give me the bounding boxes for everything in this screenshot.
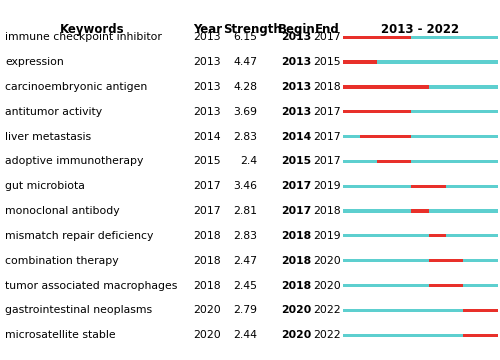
Text: gut microbiota: gut microbiota xyxy=(5,181,85,191)
Text: microsatellite stable: microsatellite stable xyxy=(5,330,116,340)
Text: 2017: 2017 xyxy=(194,181,222,191)
Text: gastrointestinal neoplasms: gastrointestinal neoplasms xyxy=(5,305,152,315)
Text: End: End xyxy=(315,23,340,36)
Text: 2.79: 2.79 xyxy=(234,305,258,315)
Bar xyxy=(342,110,411,113)
Text: 2017: 2017 xyxy=(314,107,342,117)
Text: 2018: 2018 xyxy=(282,280,312,291)
Bar xyxy=(342,110,498,113)
Bar xyxy=(360,135,412,138)
Text: 2017: 2017 xyxy=(194,206,222,216)
Text: 2014: 2014 xyxy=(194,131,222,141)
Text: Strength: Strength xyxy=(223,23,282,36)
Bar xyxy=(342,36,411,39)
Text: 2013: 2013 xyxy=(282,82,312,92)
Text: 2020: 2020 xyxy=(314,256,342,266)
Text: Keywords: Keywords xyxy=(60,23,125,36)
Bar xyxy=(342,160,498,163)
Bar xyxy=(342,135,498,138)
Text: 2013 - 2022: 2013 - 2022 xyxy=(381,23,459,36)
Text: 2015: 2015 xyxy=(282,156,312,166)
Bar xyxy=(342,234,498,238)
Text: 2018: 2018 xyxy=(314,206,342,216)
Text: expression: expression xyxy=(5,57,64,67)
Text: 2018: 2018 xyxy=(194,231,222,241)
Text: 2013: 2013 xyxy=(282,32,312,42)
Text: 4.47: 4.47 xyxy=(234,57,258,67)
Text: 2020: 2020 xyxy=(194,305,222,315)
Text: 2019: 2019 xyxy=(314,181,342,191)
Bar xyxy=(428,284,463,287)
Bar xyxy=(342,334,498,337)
Text: 2.83: 2.83 xyxy=(234,131,258,141)
Bar xyxy=(342,60,498,64)
Text: 2022: 2022 xyxy=(314,330,342,340)
Text: mismatch repair deficiency: mismatch repair deficiency xyxy=(5,231,154,241)
Text: 2.83: 2.83 xyxy=(234,231,258,241)
Bar xyxy=(342,60,377,64)
Text: 2018: 2018 xyxy=(282,256,312,266)
Text: 2018: 2018 xyxy=(282,231,312,241)
Text: 2017: 2017 xyxy=(314,32,342,42)
Text: 2013: 2013 xyxy=(194,107,222,117)
Text: 2017: 2017 xyxy=(282,206,312,216)
Text: 2013: 2013 xyxy=(194,82,222,92)
Text: 2022: 2022 xyxy=(314,305,342,315)
Text: 2013: 2013 xyxy=(282,107,312,117)
Text: 2013: 2013 xyxy=(194,57,222,67)
Text: 2018: 2018 xyxy=(314,82,342,92)
Bar xyxy=(428,259,463,262)
Text: 2018: 2018 xyxy=(194,280,222,291)
Text: Year: Year xyxy=(193,23,222,36)
Text: 6.15: 6.15 xyxy=(234,32,258,42)
Text: 2014: 2014 xyxy=(282,131,312,141)
Text: 2020: 2020 xyxy=(314,280,342,291)
Text: 3.46: 3.46 xyxy=(234,181,258,191)
Bar xyxy=(342,85,428,89)
Text: Begin: Begin xyxy=(278,23,316,36)
Text: monoclonal antibody: monoclonal antibody xyxy=(5,206,119,216)
Bar xyxy=(342,309,498,312)
Text: 2017: 2017 xyxy=(314,156,342,166)
Text: 2015: 2015 xyxy=(194,156,222,166)
Text: combination therapy: combination therapy xyxy=(5,256,118,266)
Bar xyxy=(412,210,428,213)
Text: 2.44: 2.44 xyxy=(234,330,258,340)
Text: 2018: 2018 xyxy=(194,256,222,266)
Text: 2.81: 2.81 xyxy=(234,206,258,216)
Text: 2020: 2020 xyxy=(282,330,312,340)
Text: 2017: 2017 xyxy=(314,131,342,141)
Bar xyxy=(342,284,498,287)
Bar xyxy=(463,309,498,312)
Text: carcinoembryonic antigen: carcinoembryonic antigen xyxy=(5,82,147,92)
Text: 2020: 2020 xyxy=(194,330,222,340)
Text: liver metastasis: liver metastasis xyxy=(5,131,91,141)
Text: 2020: 2020 xyxy=(282,305,312,315)
Text: 2013: 2013 xyxy=(194,32,222,42)
Text: 2015: 2015 xyxy=(314,57,342,67)
Bar xyxy=(342,85,498,89)
Bar xyxy=(342,185,498,188)
Text: 2.4: 2.4 xyxy=(240,156,258,166)
Bar xyxy=(412,185,446,188)
Text: 2019: 2019 xyxy=(314,231,342,241)
Text: immune checkpoint inhibitor: immune checkpoint inhibitor xyxy=(5,32,162,42)
Text: 4.28: 4.28 xyxy=(234,82,258,92)
Text: 3.69: 3.69 xyxy=(234,107,258,117)
Text: 2017: 2017 xyxy=(282,181,312,191)
Bar xyxy=(463,334,498,337)
Text: 2.47: 2.47 xyxy=(234,256,258,266)
Bar xyxy=(342,259,498,262)
Text: 2013: 2013 xyxy=(282,57,312,67)
Bar xyxy=(428,234,446,238)
Text: 2.45: 2.45 xyxy=(234,280,258,291)
Bar xyxy=(342,36,498,39)
Text: adoptive immunotherapy: adoptive immunotherapy xyxy=(5,156,143,166)
Text: antitumor activity: antitumor activity xyxy=(5,107,102,117)
Bar xyxy=(377,160,412,163)
Text: tumor associated macrophages: tumor associated macrophages xyxy=(5,280,178,291)
Bar xyxy=(342,210,498,213)
